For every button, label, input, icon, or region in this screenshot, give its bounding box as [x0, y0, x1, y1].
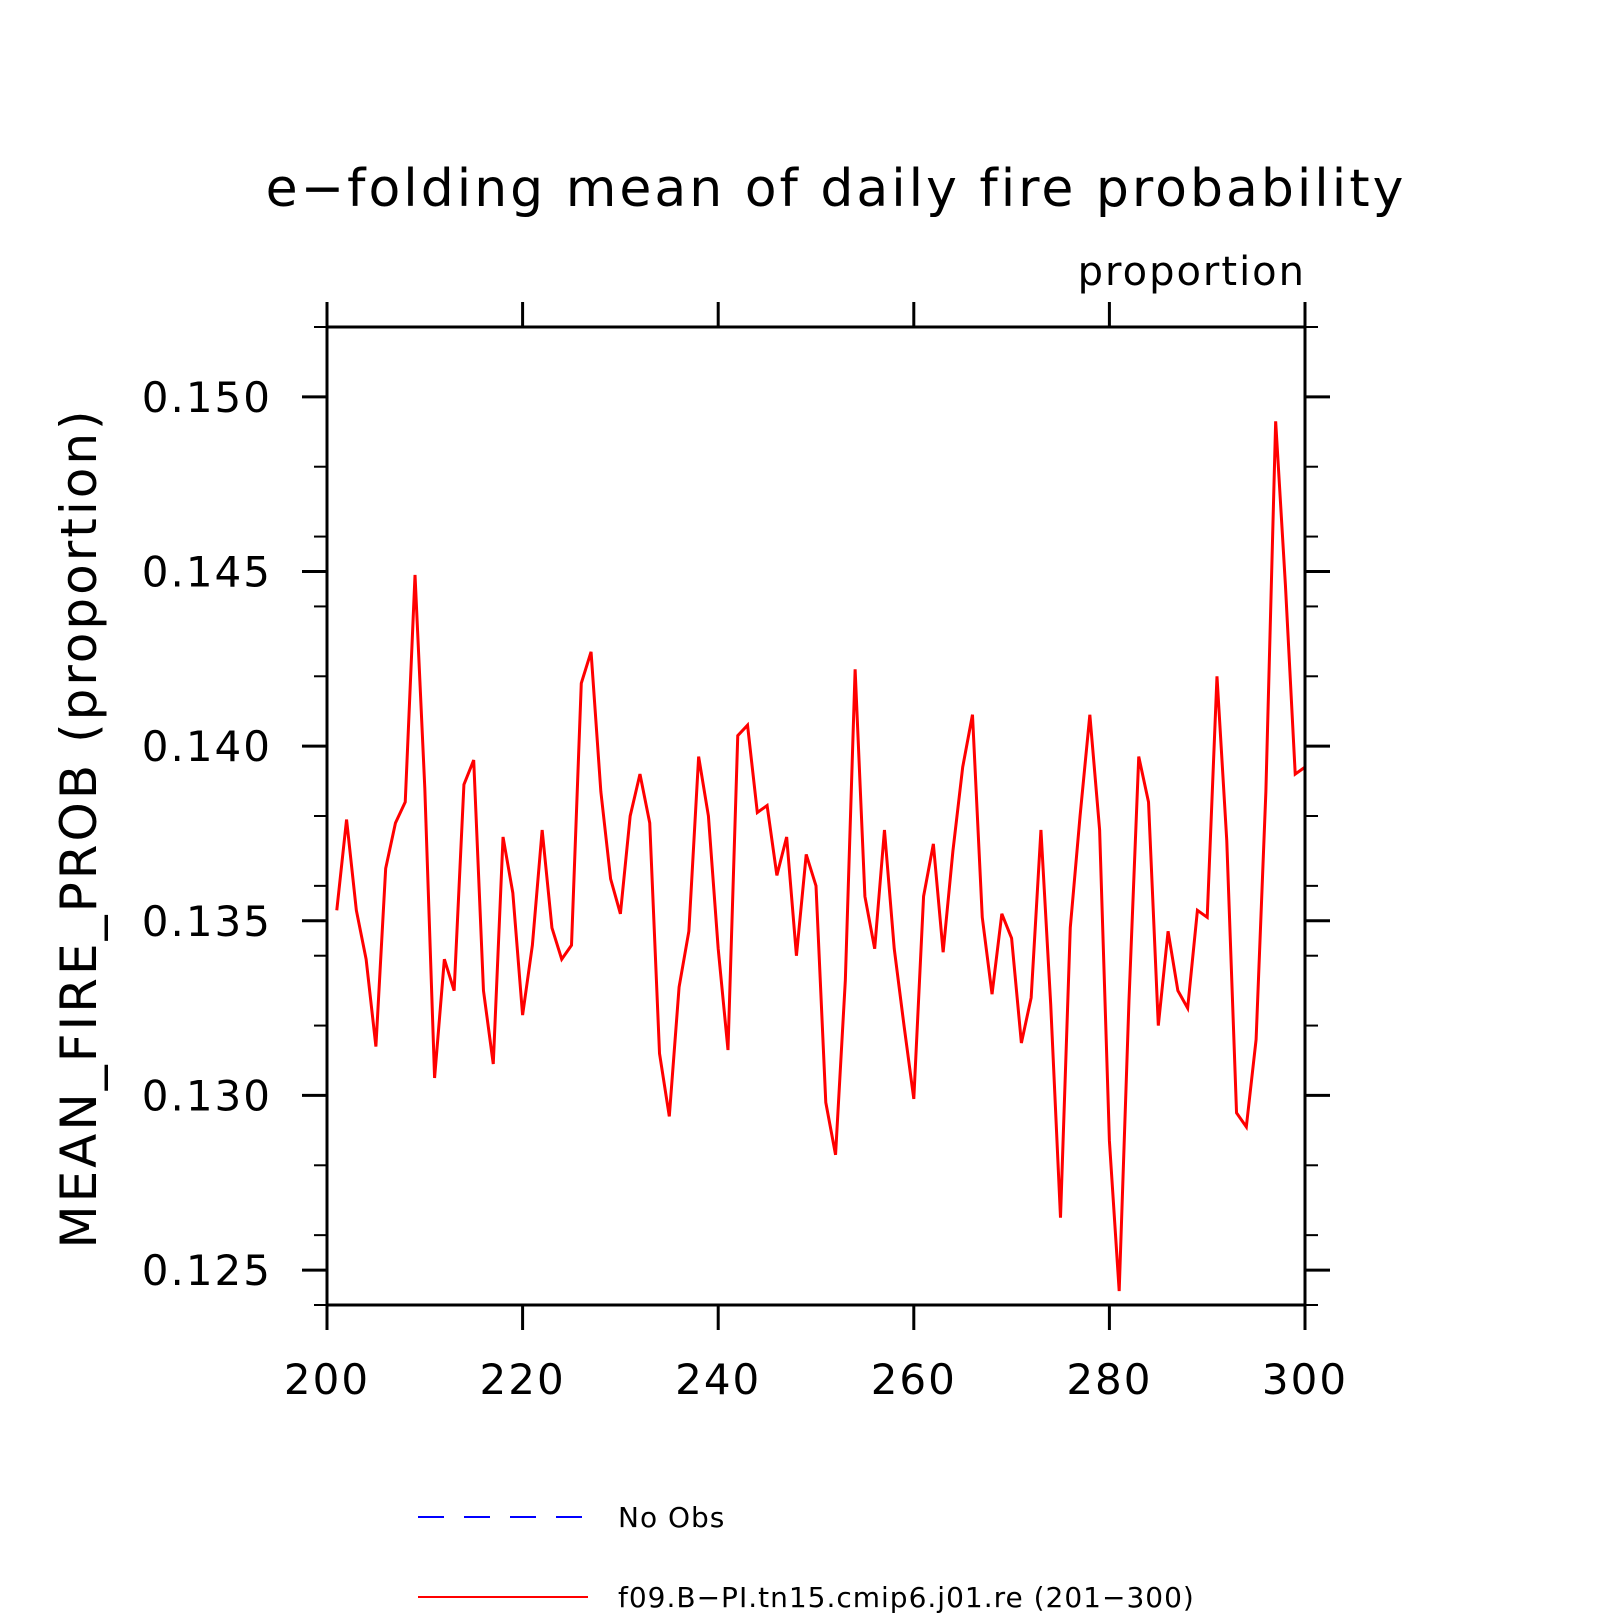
- legend-label-model: f09.B−PI.tn15.cmip6.j01.re (201−300): [618, 1581, 1195, 1614]
- plot-frame: [325, 325, 1307, 1307]
- legend: No Obs f09.B−PI.tn15.cmip6.j01.re (201−3…: [418, 1501, 1195, 1614]
- x-tick-label: 300: [1262, 1355, 1348, 1404]
- y-tick-label: 0.130: [142, 1071, 272, 1120]
- y-tick-label: 0.135: [142, 897, 272, 946]
- y-tick-label: 0.145: [142, 548, 272, 597]
- y-tick-label: 0.140: [142, 722, 272, 771]
- x-tick-label: 220: [480, 1355, 566, 1404]
- units-label: proportion: [1078, 249, 1306, 295]
- plot-series: [335, 421, 1306, 1292]
- axes: [302, 302, 1330, 1330]
- y-tick-label: 0.125: [142, 1246, 272, 1295]
- x-tick-label: 280: [1066, 1355, 1152, 1404]
- series-line-0: [335, 421, 1306, 1292]
- x-tick-label: 260: [871, 1355, 957, 1404]
- x-tick-label: 240: [675, 1355, 761, 1404]
- y-tick-labels: 0.125 0.130 0.135 0.140 0.145 0.150: [142, 373, 272, 1295]
- y-tick-label: 0.150: [142, 373, 272, 422]
- legend-label-no-obs: No Obs: [618, 1501, 725, 1534]
- chart-title: e−folding mean of daily fire probability: [266, 159, 1407, 219]
- y-axis-label: MEAN_FIRE_PROB (proportion): [50, 407, 108, 1248]
- x-tick-labels: 200 220 240 260 280 300: [284, 1355, 1348, 1404]
- x-tick-label: 200: [284, 1355, 370, 1404]
